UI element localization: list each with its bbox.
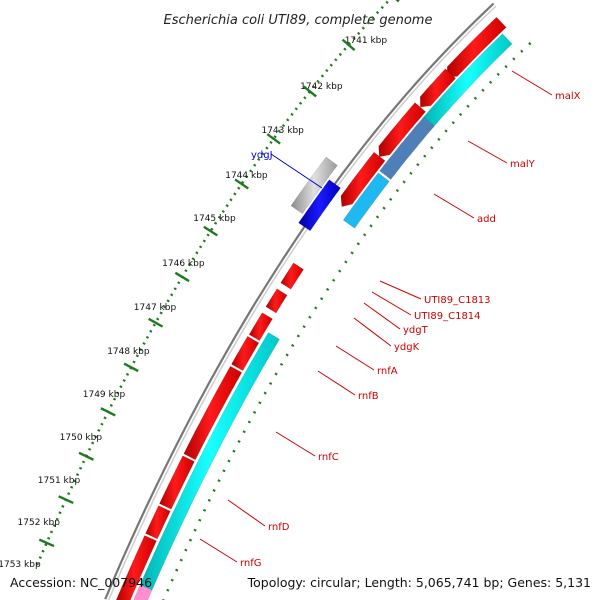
kbp-label: 1745 kbp bbox=[193, 214, 236, 224]
gene-label-ydgt: ydgT bbox=[403, 325, 429, 336]
scale-dotted-line-inner bbox=[162, 42, 532, 600]
scale-dotted-line-outer bbox=[34, 0, 392, 571]
steelblue-block bbox=[379, 116, 435, 180]
kbp-label: 1742 kbp bbox=[300, 82, 343, 92]
scale-tick bbox=[100, 407, 116, 417]
gene-label-rnfb: rnfB bbox=[358, 391, 379, 402]
kbp-label: 1753 kbp bbox=[0, 560, 41, 570]
kbp-label: 1748 kbp bbox=[107, 347, 150, 357]
cds-small-arrow bbox=[248, 312, 273, 342]
cds-small-arrow bbox=[265, 288, 288, 314]
kbp-label: 1746 kbp bbox=[162, 259, 205, 269]
leader-line bbox=[363, 302, 401, 330]
gene-label-rnfa: rnfA bbox=[377, 366, 398, 377]
scale-tick bbox=[174, 271, 190, 283]
leader-line bbox=[379, 280, 422, 300]
feature-tracks bbox=[115, 16, 513, 600]
leader-line bbox=[353, 317, 392, 347]
scale-tick bbox=[341, 38, 356, 52]
cds-block bbox=[419, 68, 457, 108]
leader-line bbox=[467, 140, 508, 164]
kbp-label: 1743 kbp bbox=[261, 126, 304, 136]
leader-line bbox=[275, 431, 316, 457]
backbone-line-inner bbox=[107, 5, 497, 600]
gene-label-rnfc: rnfC bbox=[318, 452, 339, 463]
genome-backbone bbox=[104, 2, 497, 600]
gene-label-rnfg: rnfG bbox=[240, 558, 262, 569]
kbp-scale-track: 1741 kbp 1742 kbp 1743 kbp 1744 kbp 1745 kbp… bbox=[0, 0, 532, 600]
scale-tick bbox=[38, 538, 55, 548]
scale-tick bbox=[123, 362, 139, 373]
map-title: Escherichia coli UTI89, complete genome bbox=[164, 13, 433, 28]
kbp-label: 1752 kbp bbox=[18, 518, 61, 528]
gene-label-add: add bbox=[477, 214, 496, 225]
leader-line bbox=[317, 370, 356, 396]
leader-line bbox=[227, 499, 266, 527]
cyan-block bbox=[139, 332, 280, 591]
kbp-label: 1744 kbp bbox=[225, 171, 268, 181]
backbone-line-outer bbox=[104, 2, 495, 600]
kbp-label: 1750 kbp bbox=[60, 433, 103, 443]
scale-tick bbox=[78, 451, 94, 461]
leader-line bbox=[371, 291, 412, 316]
cds-block bbox=[183, 365, 243, 461]
leader-line bbox=[511, 70, 553, 96]
ydgJ-block bbox=[298, 179, 341, 232]
cds-block bbox=[145, 505, 171, 540]
scale-tick bbox=[148, 317, 164, 328]
gene-label-malx: malX bbox=[555, 91, 581, 102]
gene-label-ydgk: ydgK bbox=[394, 342, 420, 353]
cds-block bbox=[340, 151, 386, 207]
genome-summary: Topology: circular; Length: 5,065,741 bp… bbox=[247, 575, 591, 590]
skyblue-block bbox=[342, 172, 390, 229]
cds-block bbox=[378, 102, 427, 158]
gene-label-uti89_c1813: UTI89_C1813 bbox=[424, 295, 491, 306]
scale-tick bbox=[234, 178, 249, 190]
cds-block bbox=[231, 335, 260, 372]
leader-line bbox=[199, 538, 238, 563]
kbp-label: 1751 kbp bbox=[38, 476, 81, 486]
gene-label-uti89_c1814: UTI89_C1814 bbox=[414, 311, 481, 322]
scale-tick bbox=[302, 85, 317, 98]
pink-block bbox=[133, 584, 153, 600]
scale-tick bbox=[203, 225, 218, 237]
kbp-label: 1747 kbp bbox=[134, 303, 177, 313]
gene-label-rnfd: rnfD bbox=[268, 522, 290, 533]
gene-label-ydgj: ydgJ bbox=[251, 150, 273, 161]
cds-small-arrow bbox=[280, 262, 305, 290]
scale-tick bbox=[58, 495, 74, 505]
grey-block bbox=[290, 156, 338, 215]
kbp-label: 1741 kbp bbox=[345, 36, 388, 46]
accession-label: Accession: NC_007946 bbox=[10, 575, 153, 590]
gene-labels: malX malY add ydgJ UTI89_C1813 UTI89_C1814ydg… bbox=[199, 70, 581, 569]
leader-line bbox=[335, 345, 375, 371]
leader-line bbox=[433, 193, 475, 219]
leader-line bbox=[270, 153, 323, 189]
gene-label-maly: malY bbox=[510, 159, 536, 170]
scale-tick bbox=[395, 0, 400, 3]
kbp-label: 1749 kbp bbox=[83, 390, 126, 400]
scale-tick bbox=[266, 133, 281, 145]
cds-block bbox=[159, 455, 195, 510]
cds-block bbox=[115, 535, 157, 600]
